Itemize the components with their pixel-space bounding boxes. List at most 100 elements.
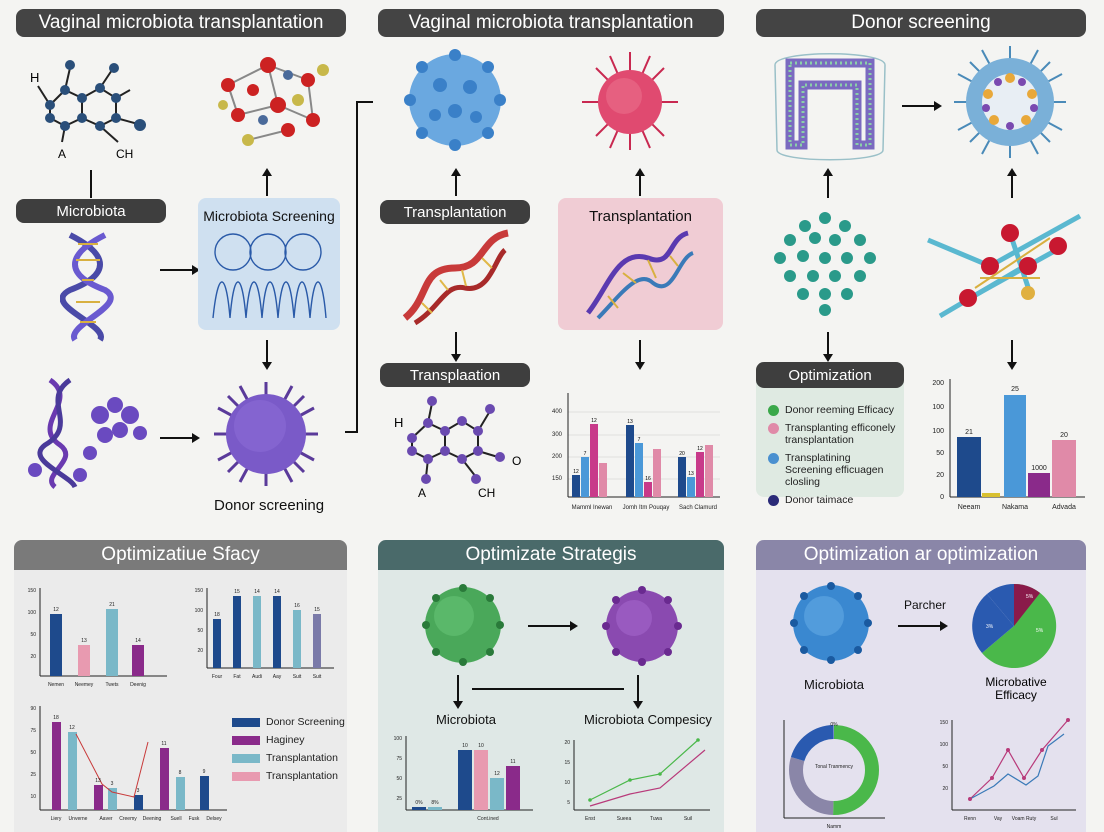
legend-text: Donor Screening [266, 716, 345, 728]
svg-text:0%: 0% [415, 800, 423, 806]
bar-chart-bottom-left-2: 150 100 50 20 18 15 14 14 16 15 Four Fat Audi Aay Su… [195, 588, 334, 680]
svg-text:14: 14 [274, 589, 280, 595]
microbiota-label-right: Microbiota [804, 677, 864, 692]
svg-text:20: 20 [942, 786, 948, 792]
svg-text:150: 150 [195, 588, 204, 594]
virus-violet-icon [602, 586, 682, 666]
svg-text:100: 100 [932, 404, 944, 411]
svg-text:16: 16 [294, 603, 300, 609]
panel-title-left: Optimizatiue Sfacy [14, 540, 347, 570]
bar-value-label: 12 [591, 418, 597, 424]
svg-text:75: 75 [396, 756, 402, 762]
svg-text:200: 200 [552, 454, 563, 460]
bar [705, 445, 713, 497]
svg-text:Sach Clamurd: Sach Clamurd [679, 505, 717, 511]
svg-text:CH: CH [478, 486, 495, 500]
svg-text:100: 100 [394, 736, 403, 742]
svg-text:90: 90 [30, 706, 36, 712]
dna-helix-icon [60, 232, 114, 342]
svg-text:15: 15 [564, 760, 570, 766]
svg-text:Nakama: Nakama [1002, 504, 1028, 511]
svg-text:75: 75 [30, 728, 36, 734]
svg-text:20: 20 [564, 740, 570, 746]
svg-text:10: 10 [462, 743, 468, 749]
svg-text:Fusk: Fusk [189, 816, 200, 822]
svg-text:20: 20 [1060, 432, 1068, 439]
optimization-pill: Optimization [756, 362, 904, 388]
optimization-legend-box: Optimization Donor reeming Efficacy Tran… [756, 362, 904, 506]
svg-text:Deening: Deening [143, 816, 162, 822]
svg-text:Deenig: Deenig [130, 682, 146, 688]
arrow-right-icon [902, 101, 942, 111]
arrow-down-icon [635, 340, 645, 370]
svg-text:Jomh Itm Pouqay: Jomh Itm Pouqay [623, 505, 670, 511]
svg-text:A: A [58, 147, 66, 161]
molecule-diagram-purple: H A CH O [394, 396, 521, 500]
svg-text:Voam Ruty: Voam Ruty [1012, 816, 1037, 822]
svg-text:Neeam: Neeam [958, 504, 981, 511]
bar-value-label: 13 [627, 419, 633, 425]
virus-purple-icon [214, 382, 318, 486]
svg-text:25: 25 [396, 796, 402, 802]
legend-swatch [232, 736, 260, 745]
svg-text:20: 20 [197, 648, 203, 654]
arrow-down-icon [451, 332, 461, 362]
legend-bottom-left: Donor Screening Haginey Transplantation … [232, 710, 347, 788]
legend-item: Donor Screening [232, 716, 347, 728]
arrow-right-icon [160, 433, 200, 443]
svg-text:5: 5 [567, 800, 570, 806]
arrow-down-icon [1007, 340, 1017, 370]
panel-bottom-left: Optimizatiue Sfacy 150 100 50 20 12 13 21 14 N… [14, 540, 347, 832]
bar-value-label: 16 [645, 476, 651, 482]
microbiota-label: Microbiota [436, 712, 496, 727]
svg-text:50: 50 [197, 628, 203, 634]
svg-text:CH: CH [116, 147, 133, 161]
svg-text:25: 25 [30, 772, 36, 778]
svg-text:50: 50 [936, 450, 944, 457]
svg-text:Twets: Twets [105, 682, 119, 688]
grouped-bar-chart-top-mid: 400 300 200 150 12 7 12 13 7 16 20 13 12 Mamml Inew… [552, 393, 720, 511]
svg-text:150: 150 [940, 720, 949, 726]
dna-protein-complex-icon [28, 377, 147, 489]
svg-text:Renn: Renn [964, 816, 976, 822]
virus-green-icon [422, 584, 504, 666]
transplaation-pill: Transplaation [380, 363, 530, 387]
virus-blue-bottom-icon [790, 582, 872, 664]
legend-item: Transplatining Screening efficuagen clos… [768, 452, 898, 488]
arrow-down-icon [262, 340, 272, 370]
legend-item: Transplanting efficonely transplantation [768, 422, 898, 446]
svg-text:100: 100 [195, 608, 204, 614]
svg-text:50: 50 [942, 764, 948, 770]
bracket-connector [345, 101, 373, 433]
line-chart-bottom-middle: 20 15 10 5 Enst Sueea Tuwa Suil [564, 738, 710, 822]
bar-value-label: 7 [638, 437, 641, 443]
legend-item: Transplantation [232, 752, 347, 764]
bar [581, 457, 589, 497]
bar [696, 452, 704, 497]
parcher-label: Parcher [904, 598, 947, 612]
svg-text:Cont.ined: Cont.ined [477, 816, 499, 822]
legend-item: Haginey [232, 734, 347, 746]
screening-graphic [212, 233, 327, 319]
microbiota-screening-label: Microbiota Screening [203, 208, 335, 224]
dna-helix-red-icon [402, 229, 509, 326]
svg-text:Suit: Suit [293, 674, 302, 680]
svg-text:400: 400 [552, 409, 563, 415]
svg-text:20: 20 [936, 472, 944, 479]
svg-text:3: 3 [137, 788, 140, 794]
panel-bottom-right: Optimization ar optimization Parcher 5% 5… [756, 540, 1086, 832]
panel-title-right: Optimization ar optimization [756, 540, 1086, 570]
arrow-right-icon [528, 621, 578, 631]
svg-text:50: 50 [30, 632, 36, 638]
svg-text:14: 14 [135, 638, 141, 644]
svg-text:10: 10 [478, 743, 484, 749]
microbative-efficacy-label: Microbative Efficacy [985, 675, 1047, 702]
svg-text:9: 9 [203, 769, 206, 775]
svg-text:Aaver: Aaver [99, 816, 112, 822]
legend-dot [768, 495, 779, 506]
svg-text:14: 14 [254, 589, 260, 595]
line-chart-bottom-right: 150 100 50 20 Renn Vay Voam Ruty Sul [940, 718, 1076, 822]
legend-item: Transplantation [232, 770, 347, 782]
arrow-up-icon [262, 168, 272, 196]
microbiota-compesicy-label: Microbiota Compesicy [584, 712, 712, 727]
